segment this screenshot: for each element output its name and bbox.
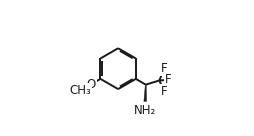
Text: CH₃: CH₃ [70, 84, 91, 97]
Text: F: F [161, 62, 167, 75]
Text: NH₂: NH₂ [134, 104, 156, 117]
Text: F: F [161, 85, 167, 98]
Text: O: O [87, 78, 96, 91]
Polygon shape [144, 85, 147, 101]
Text: F: F [165, 73, 172, 86]
